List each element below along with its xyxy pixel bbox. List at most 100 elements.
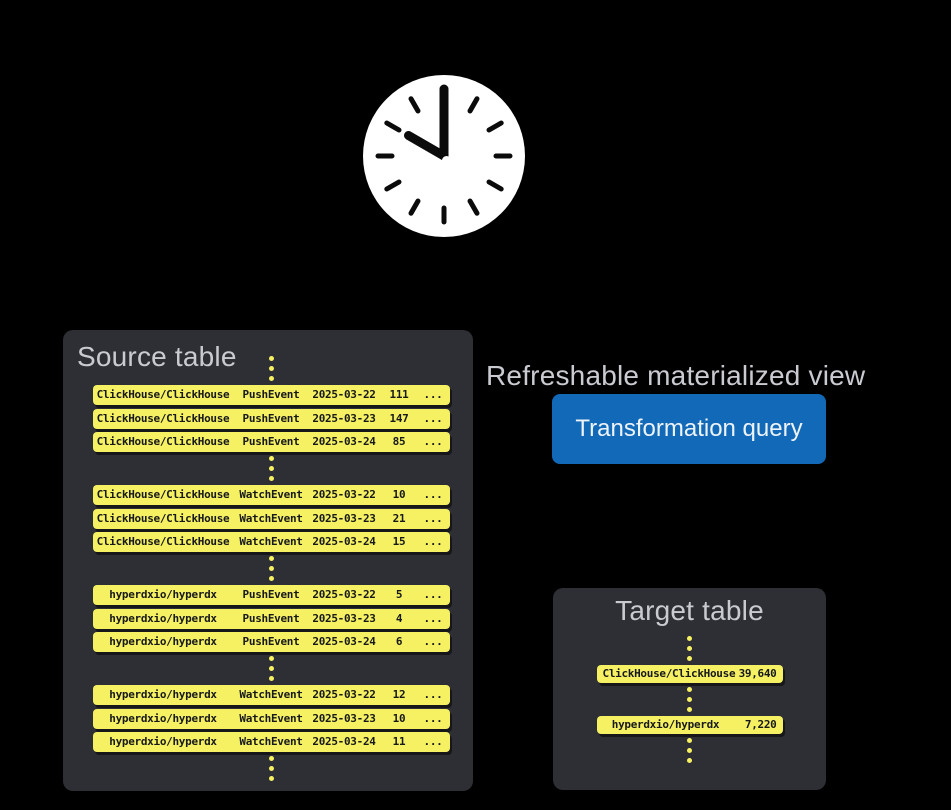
table-row: ClickHouse/ClickHouse WatchEvent 2025-03-2… [93,532,450,552]
cell-date: 2025-03-23 [312,611,376,625]
table-row: hyperdxio/hyperdx PushEvent 2025-03-22 5... [93,585,450,605]
cell-more: ... [423,435,443,448]
ellipsis-dots [687,738,692,763]
cell-repo: ClickHouse/ClickHouse [96,435,230,448]
source-table-title: Source table [77,341,237,372]
ellipsis-dots [687,636,692,661]
cell-count: 5 [395,588,403,601]
cell-event: PushEvent [242,588,300,601]
cell-date: 2025-03-24 [312,535,376,548]
cell-repo: hyperdxio/hyperdx [109,635,217,648]
cell-count: 10 [392,488,406,501]
cell-repo: hyperdxio/hyperdx [109,711,217,725]
cell-date: 2025-03-24 [312,735,376,748]
cell-count: 6 [395,635,403,648]
table-row: hyperdxio/hyperdx PushEvent 2025-03-24 6... [93,632,450,652]
table-row: ClickHouse/ClickHouse WatchEvent 2025-03-2… [93,508,450,529]
cell-date: 2025-03-22 [312,688,376,701]
cell-date: 2025-03-23 [312,411,376,425]
clock-illustration [363,75,525,237]
row-group: ClickHouse/ClickHouse WatchEvent 2025-03-2… [93,485,450,552]
target-table-panel: Target table ClickHouse/ClickHouse 39,640… [553,588,826,790]
cell-date: 2025-03-23 [312,511,376,525]
cell-more: ... [423,735,443,748]
cell-repo: hyperdxio/hyperdx [109,688,217,701]
cell-count: 147 [389,411,409,425]
cell-event: PushEvent [242,388,300,401]
cell-more: ... [423,488,443,501]
cell-count: 85 [392,435,406,448]
table-row: hyperdxio/hyperdx WatchEvent 2025-03-23 10.… [93,708,450,729]
ellipsis-dots [269,556,274,581]
cell-event: PushEvent [242,611,300,625]
cell-repo: ClickHouse/ClickHouse [96,411,230,425]
cell-more: ... [423,635,443,648]
cell-more: ... [423,588,443,601]
table-row: hyperdxio/hyperdx PushEvent 2025-03-23 4... [93,608,450,629]
cell-date: 2025-03-24 [312,635,376,648]
cell-event: WatchEvent [239,688,303,701]
cell-more: ... [423,411,443,425]
cell-more: ... [423,511,443,525]
cell-date: 2025-03-24 [312,435,376,448]
cell-repo: hyperdxio/hyperdx [611,718,720,731]
cell-count: 10 [392,711,406,725]
cell-more: ... [423,688,443,701]
cell-count: 111 [389,388,409,401]
cell-event: WatchEvent [239,535,303,548]
table-row: ClickHouse/ClickHouse 39,640 [596,665,783,683]
row-group: ClickHouse/ClickHouse 39,640 [596,665,783,683]
cell-event: WatchEvent [239,511,303,525]
table-row: ClickHouse/ClickHouse WatchEvent 2025-03-2… [93,485,450,505]
row-group: hyperdxio/hyperdx WatchEvent 2025-03-22 12.… [93,685,450,752]
table-row: hyperdxio/hyperdx WatchEvent 2025-03-24 11.… [93,732,450,752]
ellipsis-dots [269,656,274,681]
row-group: hyperdxio/hyperdx 7,220 [596,716,783,734]
hour-hand [403,131,449,161]
row-group: ClickHouse/ClickHouse PushEvent 2025-03-22… [93,385,450,452]
table-row: ClickHouse/ClickHouse PushEvent 2025-03-24… [93,432,450,452]
cell-repo: hyperdxio/hyperdx [109,735,217,748]
cell-repo: ClickHouse/ClickHouse [96,388,230,401]
clock-tick-marks [375,87,513,225]
cell-repo: hyperdxio/hyperdx [109,611,217,625]
cell-more: ... [423,535,443,548]
table-row: hyperdxio/hyperdx 7,220 [596,716,783,734]
cell-count: 15 [392,535,406,548]
ellipsis-dots [269,756,274,781]
cell-repo: hyperdxio/hyperdx [109,588,217,601]
cell-more: ... [423,611,443,625]
cell-event: WatchEvent [239,735,303,748]
cell-total: 39,640 [738,667,777,680]
ellipsis-dots [687,687,692,712]
cell-event: PushEvent [242,435,300,448]
cell-count: 12 [392,688,406,701]
cell-repo: ClickHouse/ClickHouse [602,667,736,680]
row-group: hyperdxio/hyperdx PushEvent 2025-03-22 5...… [93,585,450,652]
ellipsis-dots [269,356,274,381]
cell-count: 4 [395,611,403,625]
cell-more: ... [423,388,443,401]
cell-date: 2025-03-23 [312,711,376,725]
ellipsis-dots [269,456,274,481]
clock-center-pin [442,156,451,165]
table-row: hyperdxio/hyperdx WatchEvent 2025-03-22 12.… [93,685,450,705]
cell-event: WatchEvent [239,488,303,501]
cell-repo: ClickHouse/ClickHouse [96,511,230,525]
cell-date: 2025-03-22 [312,588,376,601]
cell-date: 2025-03-22 [312,488,376,501]
cell-date: 2025-03-22 [312,388,376,401]
cell-repo: ClickHouse/ClickHouse [96,535,230,548]
cell-event: PushEvent [242,411,300,425]
table-row: ClickHouse/ClickHouse PushEvent 2025-03-23… [93,408,450,429]
cell-more: ... [423,711,443,725]
source-rows-stack: ClickHouse/ClickHouse PushEvent 2025-03-22… [93,352,450,785]
transformation-query-button[interactable]: Transformation query [552,394,826,464]
cell-count: 21 [392,511,406,525]
source-table-panel: Source table ClickHouse/ClickHouse PushEv… [63,330,473,791]
table-row: ClickHouse/ClickHouse PushEvent 2025-03-22… [93,385,450,405]
cell-count: 11 [392,735,406,748]
cell-event: WatchEvent [239,711,303,725]
materialized-view-title: Refreshable materialized view [486,360,866,391]
cell-repo: ClickHouse/ClickHouse [96,488,230,501]
